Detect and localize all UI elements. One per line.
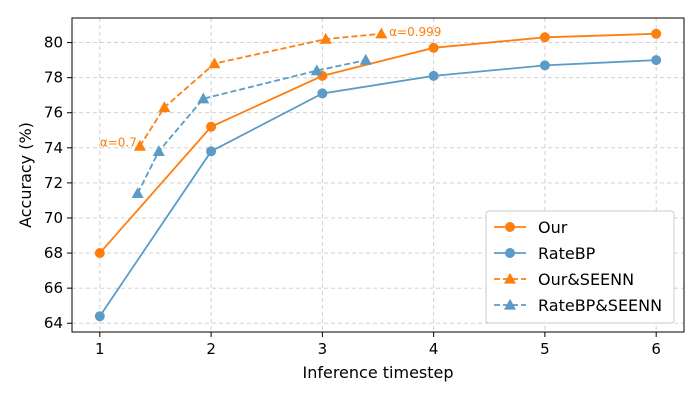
- series-line: [99, 59, 657, 317]
- data-point: [317, 88, 328, 99]
- series-line: [99, 32, 657, 254]
- data-point: [152, 145, 165, 156]
- legend-item: Our: [494, 218, 568, 237]
- data-point: [359, 53, 372, 65]
- series-our: [94, 28, 662, 259]
- x-tick-label: 1: [95, 340, 105, 358]
- data-point: [94, 248, 105, 259]
- y-tick-label: 72: [44, 174, 63, 192]
- legend-swatch-marker: [505, 222, 515, 232]
- series-our-seenn: [133, 27, 388, 151]
- annotation: α=0.999: [389, 25, 441, 39]
- data-point: [428, 70, 439, 81]
- y-tick-label: 76: [44, 104, 63, 122]
- data-point: [197, 92, 210, 104]
- y-tick-label: 70: [44, 209, 63, 227]
- data-point: [539, 32, 550, 43]
- data-point: [206, 146, 217, 157]
- data-point: [651, 28, 662, 39]
- x-tick-label: 5: [540, 340, 550, 358]
- legend-item: RateBP&SEENN: [494, 296, 662, 315]
- legend-label: RateBP: [538, 244, 596, 263]
- y-tick-label: 68: [44, 244, 63, 262]
- data-point: [206, 121, 217, 132]
- data-point: [94, 311, 105, 322]
- y-axis-label: Accuracy (%): [16, 122, 35, 228]
- y-tick-label: 74: [44, 139, 63, 157]
- legend-item: Our&SEENN: [494, 270, 634, 289]
- data-point: [158, 101, 171, 113]
- data-point: [133, 139, 146, 151]
- data-point: [131, 187, 144, 199]
- data-point: [539, 60, 550, 71]
- y-tick-label: 66: [44, 279, 63, 297]
- x-axis-label: Inference timestep: [302, 363, 453, 382]
- series-line: [136, 59, 366, 194]
- legend-label: Our: [538, 218, 568, 237]
- legend-label: RateBP&SEENN: [538, 296, 662, 315]
- series-ratebp: [94, 55, 662, 322]
- x-tick-label: 6: [651, 340, 661, 358]
- x-tick-label: 2: [206, 340, 216, 358]
- data-point: [375, 27, 388, 39]
- annotations: α=0.7 α=0.999: [100, 25, 442, 150]
- series-layer: [94, 27, 662, 322]
- legend-label: Our&SEENN: [538, 270, 634, 289]
- series-ratebp-seenn: [131, 53, 372, 199]
- x-tick-label: 3: [318, 340, 328, 358]
- y-tick-label: 80: [44, 34, 63, 52]
- legend-box: [485, 210, 675, 324]
- legend: Our RateBP Our&SEENN RateBP&SEENN: [485, 210, 675, 324]
- legend-swatch-marker: [505, 248, 515, 258]
- legend-swatch-marker: [503, 298, 517, 310]
- data-point: [428, 42, 439, 53]
- data-point: [208, 57, 221, 69]
- legend-swatch-marker: [503, 272, 517, 284]
- x-tick-label: 4: [429, 340, 439, 358]
- plot-frame: [71, 17, 685, 333]
- y-tick-label: 64: [44, 314, 63, 332]
- data-point: [651, 55, 662, 66]
- y-tick-label: 78: [44, 69, 63, 87]
- data-point: [310, 64, 323, 76]
- data-point: [319, 32, 332, 44]
- axis-ticks: 1 2 3 4 5 6 64 66 68 70 72 74 76 78 80: [44, 34, 661, 358]
- legend-item: RateBP: [494, 244, 596, 263]
- annotation: α=0.7: [100, 136, 137, 150]
